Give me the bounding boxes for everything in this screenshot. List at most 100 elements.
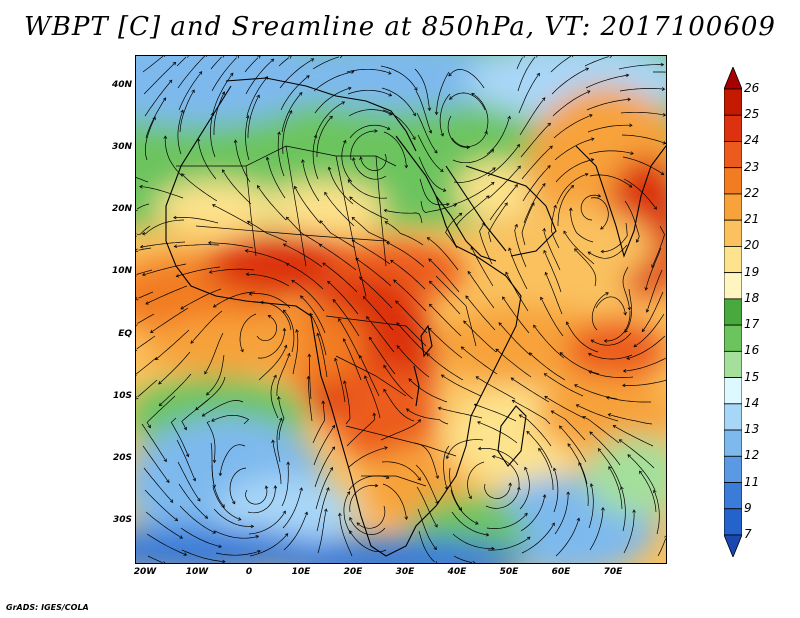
streamline-arrow xyxy=(417,419,422,423)
streamline xyxy=(461,346,498,375)
streamline-arrow xyxy=(491,454,496,459)
streamline-arrow xyxy=(622,383,626,388)
streamline xyxy=(449,467,462,511)
streamline xyxy=(554,492,569,535)
lat-label-10n: 10N xyxy=(111,266,132,276)
streamline-arrow xyxy=(542,494,547,498)
streamline xyxy=(574,248,597,287)
streamline-arrow xyxy=(567,443,571,447)
streamline xyxy=(453,555,472,563)
streamline-arrow xyxy=(201,413,206,417)
colorbar-segment xyxy=(724,324,742,352)
streamline xyxy=(178,483,208,519)
streamline xyxy=(484,482,511,499)
streamline xyxy=(137,379,158,398)
streamline-arrow xyxy=(549,145,553,150)
streamline-arrow xyxy=(273,485,278,489)
streamline-arrow xyxy=(533,324,537,329)
streamline xyxy=(247,94,260,138)
streamline-arrow xyxy=(237,517,242,521)
streamline xyxy=(281,92,303,133)
streamline xyxy=(641,291,664,332)
streamline xyxy=(312,401,325,444)
streamline-arrow xyxy=(271,439,275,443)
streamline xyxy=(381,461,421,481)
streamline xyxy=(366,316,395,353)
streamline-arrow xyxy=(565,321,570,326)
streamline xyxy=(651,225,665,268)
streamline xyxy=(145,511,183,539)
streamline-arrow xyxy=(510,377,515,381)
streamline xyxy=(545,272,563,315)
streamline xyxy=(313,425,335,466)
streamline-arrow xyxy=(231,500,236,505)
streamline xyxy=(181,398,210,430)
streamline-arrow xyxy=(173,215,177,220)
streamline xyxy=(470,246,494,287)
streamline-arrow xyxy=(334,357,338,362)
streamline xyxy=(136,335,156,350)
streamline-arrow xyxy=(597,193,602,198)
streamline-arrow xyxy=(508,482,513,486)
streamline xyxy=(538,448,554,490)
streamline xyxy=(544,373,584,397)
streamline-arrow xyxy=(589,114,593,118)
streamline xyxy=(576,404,619,422)
streamline-arrow xyxy=(309,312,313,317)
streamline xyxy=(179,505,216,534)
streamline-arrow xyxy=(240,348,244,353)
streamline xyxy=(511,377,550,403)
streamline xyxy=(181,173,218,202)
streamline xyxy=(557,185,574,226)
streamline xyxy=(276,353,290,397)
streamline xyxy=(338,318,361,359)
streamline xyxy=(580,194,601,221)
lon-label-20w: 20W xyxy=(133,567,157,577)
streamline-arrow xyxy=(603,339,608,343)
streamline-arrow xyxy=(427,107,432,112)
streamline-arrow xyxy=(256,94,260,99)
streamline-arrow xyxy=(434,149,438,154)
streamline-arrow xyxy=(444,486,449,490)
streamline-arrow xyxy=(185,453,190,458)
streamline xyxy=(488,165,521,199)
colorbar-label: 18 xyxy=(744,290,760,305)
streamline xyxy=(138,247,152,251)
streamline-arrow xyxy=(474,521,479,525)
colorbar-segment xyxy=(724,377,742,405)
streamline-arrow xyxy=(475,376,480,380)
streamline-arrow xyxy=(341,101,346,105)
streamline-arrow xyxy=(582,416,586,420)
streamline xyxy=(213,291,256,308)
lat-label-20s: 20S xyxy=(112,453,132,463)
streamline-arrow xyxy=(467,270,472,275)
streamline xyxy=(245,250,289,265)
streamline-arrow xyxy=(338,318,342,322)
lat-label-30n: 30N xyxy=(111,142,132,152)
streamline-arrow xyxy=(304,511,309,516)
streamline xyxy=(417,134,444,172)
streamline-arrow xyxy=(485,195,490,199)
streamline-arrow xyxy=(245,115,250,119)
colorbar-label: 17 xyxy=(744,317,760,332)
colorbar-label: 16 xyxy=(744,343,760,358)
streamline xyxy=(384,221,424,246)
streamline-arrow xyxy=(306,75,310,79)
streamline xyxy=(283,243,323,268)
streamline xyxy=(582,416,620,444)
streamline xyxy=(278,57,290,67)
streamline xyxy=(559,352,600,375)
streamline-arrow xyxy=(428,130,433,134)
streamline-arrow xyxy=(589,483,594,487)
streamline xyxy=(521,522,555,554)
streamline xyxy=(416,486,438,528)
streamline-arrow xyxy=(536,72,540,77)
streamline xyxy=(155,329,190,360)
streamline-arrow xyxy=(362,296,367,300)
streamline-arrow xyxy=(584,172,589,177)
streamline xyxy=(343,380,351,425)
streamline xyxy=(258,345,287,381)
streamline xyxy=(327,280,359,315)
streamline xyxy=(136,357,157,375)
streamline-arrow xyxy=(435,475,440,480)
